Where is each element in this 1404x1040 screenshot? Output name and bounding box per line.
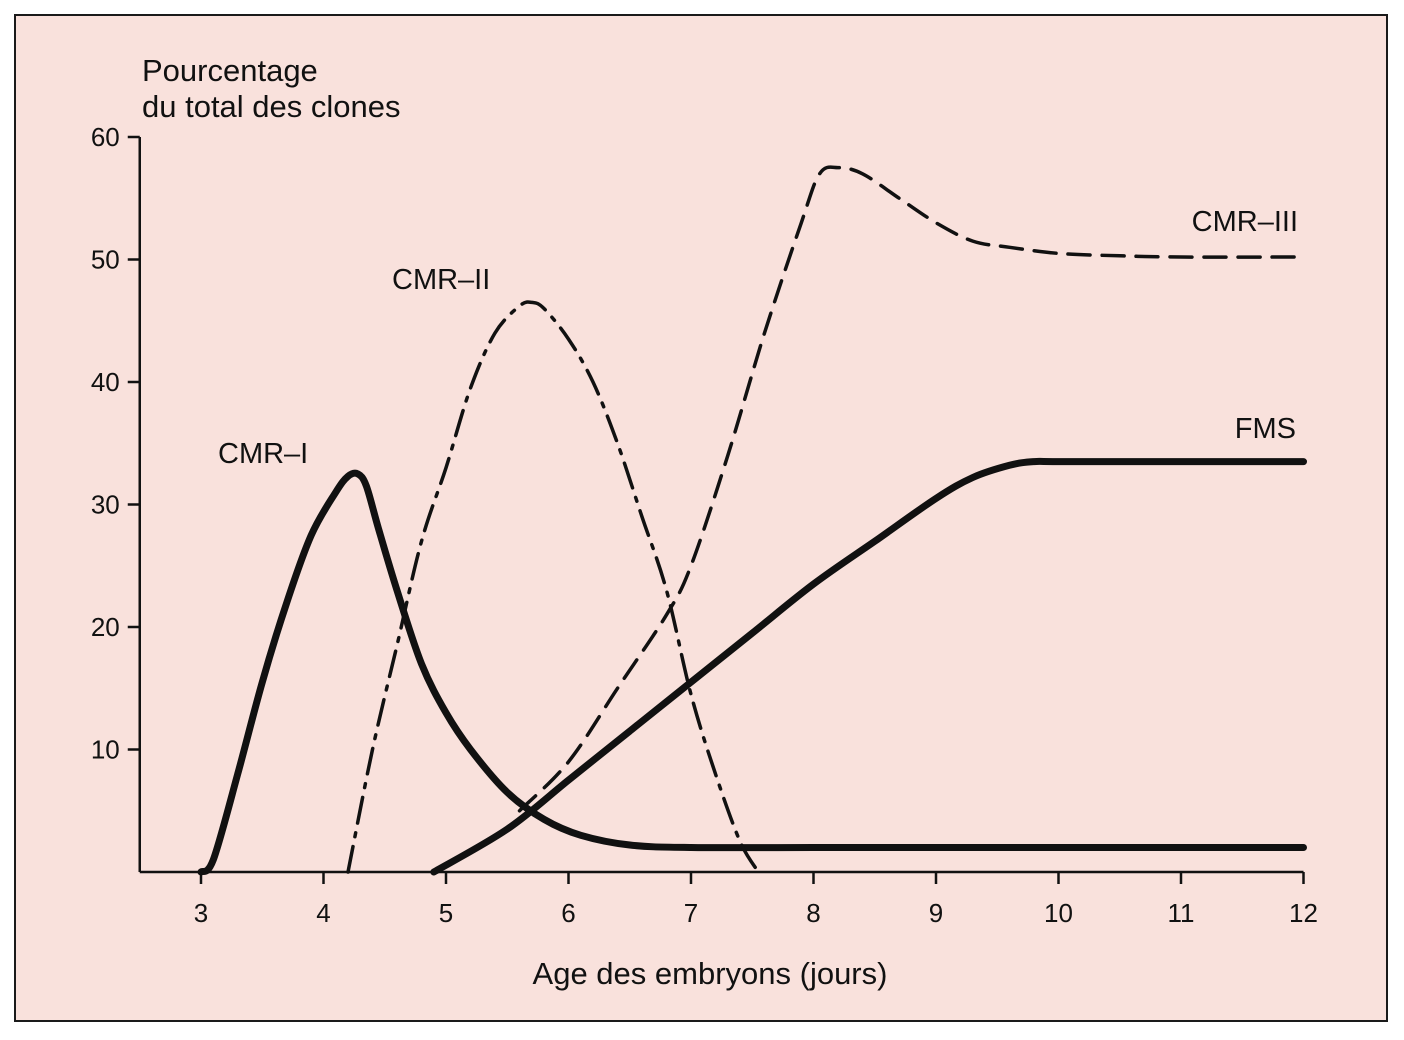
series-line-cmr-ii bbox=[346, 300, 761, 874]
y-tick-label: 30 bbox=[91, 490, 120, 520]
line-chart: Pourcentage du total des clones 10 20 30 40… bbox=[91, 53, 1318, 991]
x-axis-title: Age des embryons (jours) bbox=[533, 956, 888, 991]
x-axis-ticks: 3 4 5 6 7 8 9 10 11 12 bbox=[194, 872, 1318, 928]
x-tick-label: 6 bbox=[561, 898, 575, 928]
y-tick-label: 50 bbox=[91, 245, 120, 275]
series-label-fms: FMS bbox=[1235, 413, 1296, 445]
figure-panel: Pourcentage du total des clones 10 20 30 40… bbox=[14, 14, 1388, 1022]
y-tick-label: 10 bbox=[91, 735, 120, 765]
y-axis-title: Pourcentage du total des clones bbox=[142, 53, 401, 124]
x-tick-label: 9 bbox=[929, 898, 943, 928]
x-tick-label: 12 bbox=[1289, 898, 1318, 928]
x-tick-label: 3 bbox=[194, 898, 208, 928]
x-tick-label: 5 bbox=[439, 898, 453, 928]
x-tick-label: 11 bbox=[1168, 898, 1195, 928]
series-line-fms bbox=[430, 457, 1307, 876]
series-label-cmr-iii: CMR–III bbox=[1192, 206, 1298, 238]
y-tick-label: 40 bbox=[91, 367, 120, 397]
series-label-cmr-i: CMR–I bbox=[218, 438, 308, 470]
series-line-cmr-i bbox=[197, 469, 1307, 876]
y-axis-ticks: 10 20 30 40 50 60 bbox=[91, 122, 140, 765]
y-axis-title-line-1: Pourcentage bbox=[142, 53, 318, 88]
x-tick-label: 4 bbox=[316, 898, 330, 928]
y-axis-title-line-2: du total des clones bbox=[142, 89, 401, 124]
y-tick-label: 60 bbox=[91, 122, 120, 152]
series-lines bbox=[197, 165, 1307, 876]
series-label-cmr-ii: CMR–II bbox=[392, 264, 490, 296]
series-line-cmr-iii bbox=[517, 165, 1306, 813]
y-tick-label: 20 bbox=[91, 612, 120, 642]
x-tick-label: 8 bbox=[806, 898, 820, 928]
axes bbox=[138, 137, 1304, 874]
x-tick-label: 7 bbox=[684, 898, 698, 928]
series-labels: CMR–I CMR–II CMR–III FMS bbox=[218, 206, 1298, 470]
x-tick-label: 10 bbox=[1044, 898, 1073, 928]
